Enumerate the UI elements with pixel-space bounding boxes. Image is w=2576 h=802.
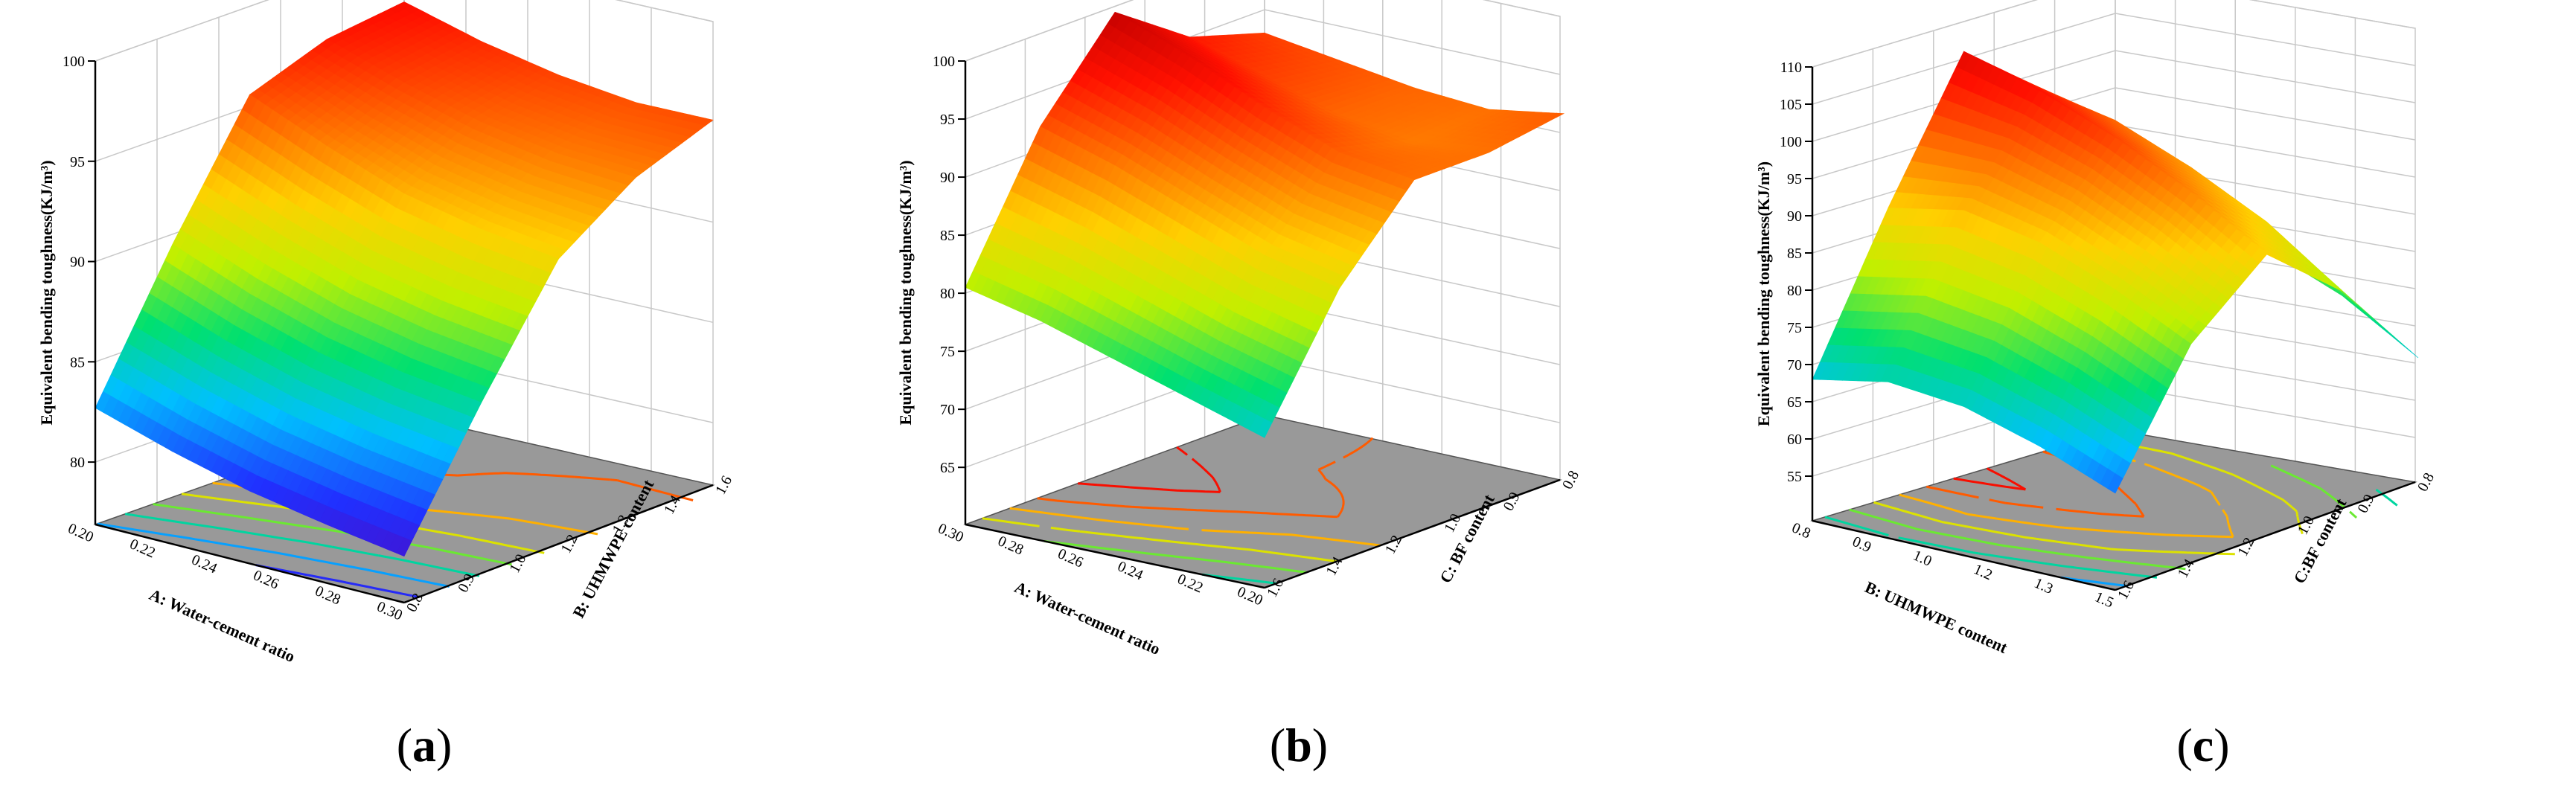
caption-c: (c)	[2176, 719, 2230, 771]
z-tick-label: 90	[70, 254, 85, 271]
z-tick-label: 95	[1787, 171, 1802, 187]
surface-plot-a: 808590951000.200.220.240.260.280.300.80.…	[37, 0, 735, 666]
contour-line	[1953, 467, 2027, 491]
z-axis-title: Equivalent bending toughness(KJ/m³)	[1754, 161, 1773, 426]
z-tick-label: 105	[1780, 97, 1802, 113]
z-tick-label: 90	[940, 170, 955, 186]
z-tick-label: 75	[1787, 320, 1802, 336]
caption-c-letter: c	[2192, 719, 2214, 771]
z-tick-label: 85	[70, 354, 85, 370]
z-tick-label: 70	[1787, 357, 1802, 373]
contour-line	[1009, 507, 1381, 547]
z-tick-label: 80	[70, 455, 85, 471]
z-tick-label: 95	[940, 112, 955, 128]
z-tick-label: 70	[940, 402, 955, 418]
caption-b: (b)	[1269, 719, 1329, 771]
x-tick-label: 1.0	[1911, 548, 1934, 570]
contour-line	[1899, 443, 2234, 539]
surface-plot-c: 55 60 65 70 75 80 85 90 95 100 105 110 0.8 0.9 1.0 1.2 1…	[1754, 0, 2438, 657]
z-tick-label: 90	[1787, 208, 1802, 225]
z-axis-title: Equivalent bending toughness(KJ/m³)	[37, 160, 56, 425]
z-tick-label: 95	[70, 154, 85, 170]
z-tick-label: 100	[933, 54, 955, 70]
x-tick-label: 0.8	[1789, 519, 1813, 542]
z-tick-label: 100	[1780, 134, 1802, 150]
z-tick-label: 65	[1787, 394, 1802, 411]
contour-line	[97, 522, 450, 588]
surface-mesh	[1812, 51, 2419, 494]
caption-a-letter: a	[412, 719, 436, 771]
x-tick-label: 0.9	[1850, 533, 1874, 556]
z-tick-label: 85	[1787, 246, 1802, 262]
contour-line	[1077, 446, 1221, 493]
z-tick-label: 80	[1787, 283, 1802, 299]
z-tick-label: 85	[940, 228, 955, 244]
z-tick-label: 80	[940, 286, 955, 302]
contour-line	[1873, 436, 2304, 556]
z-axis-title: Equivalent bending toughness(KJ/m³)	[896, 160, 915, 425]
caption-b-letter: b	[1285, 719, 1312, 771]
z-tick-label: 100	[63, 54, 85, 70]
contour-line	[1824, 488, 2398, 579]
x-tick-label: 0.20	[65, 520, 96, 545]
x-tick-label: 1.3	[2032, 575, 2056, 597]
x-tick-label: 1.5	[2092, 588, 2116, 611]
y-tick-label: 0.8	[1559, 468, 1582, 492]
axis-box-edges	[1811, 67, 2416, 591]
caption-a: (a)	[396, 719, 453, 771]
z-tick-label: 75	[940, 344, 955, 360]
contour-line	[124, 513, 480, 577]
x-tick-label: 1.2	[1971, 561, 1995, 583]
x-tick-label: 0.30	[936, 520, 966, 545]
x-axis-title: B: UHMWPE content	[1862, 577, 2010, 657]
x-axis-title: A: Water-cement ratio	[1011, 577, 1163, 658]
floor-contours	[982, 437, 1381, 585]
x-axis-title: A: Water-cement ratio	[147, 585, 298, 666]
z-tick-label: 60	[1787, 432, 1802, 448]
z-tick-label: 65	[940, 460, 955, 476]
contour-line	[982, 517, 1337, 563]
y-tick-label: 0.8	[2414, 470, 2438, 494]
surface-mesh	[95, 1, 714, 557]
surface-mesh	[965, 11, 1565, 438]
axis-box-edges	[94, 61, 714, 604]
y-tick-label: 1.6	[712, 473, 735, 497]
z-tick-label: 55	[1787, 469, 1802, 485]
contour-line	[1037, 437, 1374, 519]
z-tick-label: 110	[1780, 60, 1802, 76]
